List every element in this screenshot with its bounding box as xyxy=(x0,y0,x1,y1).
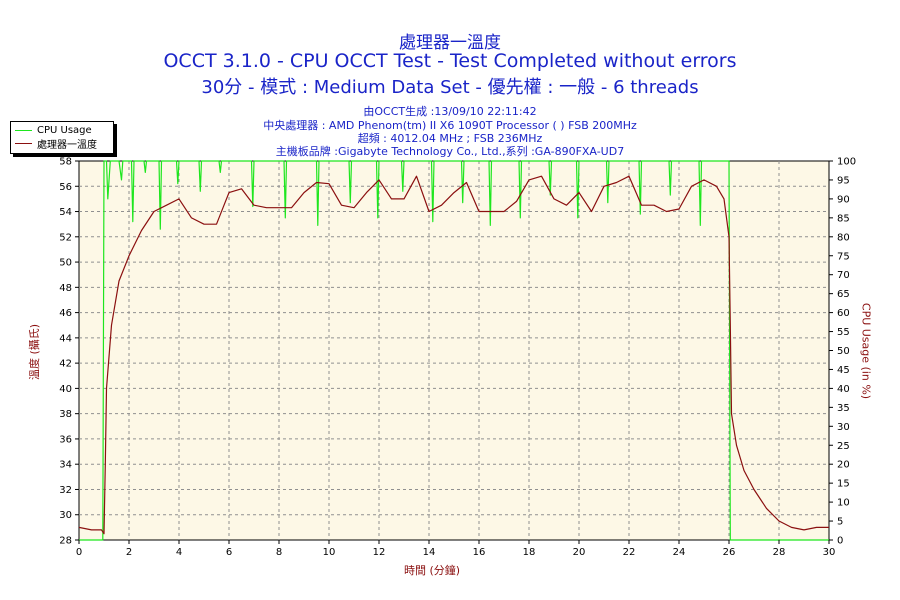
y-axis-right: 0 5 10 15 20 25 30 35 40 45 50 55 60 65 70 75 80 85 90 95 10… xyxy=(829,157,856,547)
legend-label-temperature: 處理器一溫度 xyxy=(37,140,97,151)
y-left-tick-label: 50 xyxy=(59,258,72,269)
legend: CPU Usage 處理器一溫度 xyxy=(10,121,114,154)
y-left-tick-label: 44 xyxy=(59,333,72,344)
chart-title-main: OCCT 3.1.0 - CPU OCCT Test - Test Comple… xyxy=(163,50,737,72)
y-right-tick-label: 15 xyxy=(837,479,850,490)
y-left-tick-label: 34 xyxy=(59,460,72,471)
y-left-tick-label: 46 xyxy=(59,308,72,319)
series-line-temperature xyxy=(78,175,829,535)
series-line-cpu-usage xyxy=(79,160,829,541)
legend-swatch-temperature xyxy=(15,143,32,144)
legend-item-cpu-usage: CPU Usage xyxy=(15,124,92,137)
x-tick-label: 30 xyxy=(823,547,836,558)
y-right-tick-label: 0 xyxy=(837,536,843,547)
y-right-tick-label: 80 xyxy=(837,232,850,243)
info-generated: 由OCCT生成 :13/09/10 22:11:42 xyxy=(363,105,537,118)
x-axis-title: 時間 (分鐘) xyxy=(404,564,461,577)
x-tick-label: 6 xyxy=(226,547,232,558)
legend-label-cpu-usage: CPU Usage xyxy=(37,125,92,136)
info-cpu: 中央處理器 : AMD Phenom(tm) II X6 1090T Proce… xyxy=(263,119,637,132)
y-right-tick-label: 75 xyxy=(837,251,850,262)
y-left-tick-label: 56 xyxy=(59,182,72,193)
y-right-tick-label: 45 xyxy=(837,365,850,376)
y-left-tick-label: 32 xyxy=(59,485,72,496)
x-tick-label: 18 xyxy=(523,547,536,558)
y-right-tick-label: 10 xyxy=(837,498,850,509)
x-axis: 0 2 4 6 8 10 12 14 16 18 20 22 24 26 28 30 xyxy=(76,540,836,558)
y-right-tick-label: 35 xyxy=(837,403,850,414)
y-left-tick-label: 48 xyxy=(59,283,72,294)
y-left-tick-label: 30 xyxy=(59,510,72,521)
x-tick-label: 0 xyxy=(76,547,82,558)
x-tick-label: 12 xyxy=(373,547,386,558)
y-right-tick-label: 60 xyxy=(837,308,850,319)
y-right-tick-label: 85 xyxy=(837,213,850,224)
x-tick-label: 28 xyxy=(773,547,786,558)
y-right-tick-label: 20 xyxy=(837,460,850,471)
y-right-tick-label: 100 xyxy=(837,157,856,168)
x-tick-label: 8 xyxy=(276,547,282,558)
x-tick-label: 22 xyxy=(623,547,636,558)
y-left-tick-label: 28 xyxy=(59,536,72,547)
x-tick-label: 16 xyxy=(473,547,486,558)
y-right-tick-label: 30 xyxy=(837,422,850,433)
y-right-tick-label: 55 xyxy=(837,327,850,338)
y-axis-left: 28 30 32 34 36 38 40 42 44 46 48 50 52 54 56 58 xyxy=(59,157,79,547)
chart-subtitle: 30分 - 模式 : Medium Data Set - 優先權 : 一般 - … xyxy=(201,77,699,98)
x-tick-label: 24 xyxy=(673,547,686,558)
y-right-tick-label: 70 xyxy=(837,270,850,281)
y-right-tick-label: 50 xyxy=(837,346,850,357)
y-left-tick-label: 40 xyxy=(59,384,72,395)
y-left-tick-label: 54 xyxy=(59,207,72,218)
y-left-tick-label: 42 xyxy=(59,359,72,370)
series-layer xyxy=(78,160,829,541)
y-right-tick-label: 5 xyxy=(837,517,843,528)
y-left-tick-label: 38 xyxy=(59,409,72,420)
info-overclock: 超頻 : 4012.04 MHz ; FSB 236MHz xyxy=(357,132,543,145)
grid-lines xyxy=(79,161,829,540)
chart-title-top: 處理器一溫度 xyxy=(399,33,501,53)
x-tick-label: 2 xyxy=(126,547,132,558)
legend-swatch-cpu-usage xyxy=(15,130,32,131)
y-axis-right-title: CPU Usage (in %) xyxy=(859,302,873,400)
y-axis-left-title: 溫度 (攝氏) xyxy=(28,323,41,381)
y-right-tick-label: 95 xyxy=(837,175,850,186)
y-right-tick-label: 65 xyxy=(837,289,850,300)
x-tick-label: 10 xyxy=(323,547,336,558)
x-tick-label: 20 xyxy=(573,547,586,558)
x-tick-label: 4 xyxy=(176,547,182,558)
x-tick-label: 14 xyxy=(423,547,436,558)
y-right-tick-label: 40 xyxy=(837,384,850,395)
y-right-tick-label: 90 xyxy=(837,194,850,205)
y-left-tick-label: 36 xyxy=(59,434,72,445)
x-tick-label: 26 xyxy=(723,547,736,558)
y-right-tick-label: 25 xyxy=(837,441,850,452)
y-left-tick-label: 52 xyxy=(59,232,72,243)
y-left-tick-label: 58 xyxy=(59,157,72,168)
info-motherboard: 主機板品牌 :Gigabyte Technology Co., Ltd.,系列 … xyxy=(275,145,625,158)
legend-item-temperature: 處理器一溫度 xyxy=(15,137,97,151)
